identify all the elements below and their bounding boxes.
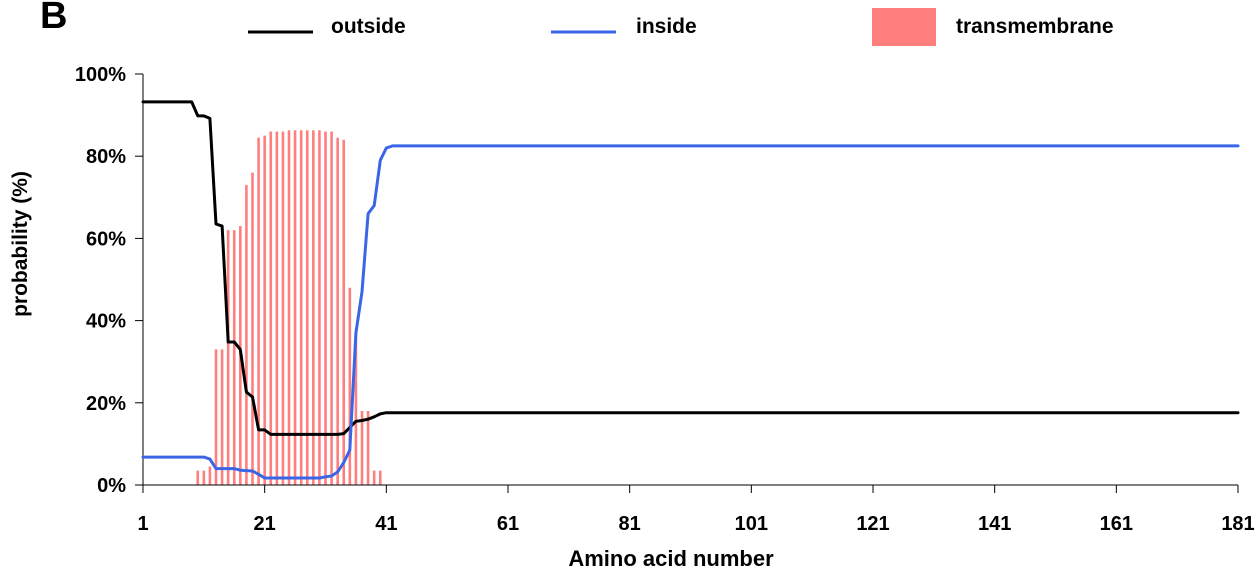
- legend-label-transmembrane: transmembrane: [956, 15, 1114, 38]
- x-tick-label: 101: [735, 513, 768, 535]
- transmembrane-bar: [208, 466, 212, 485]
- transmembrane-bar: [281, 131, 285, 486]
- transmembrane-bar: [324, 131, 327, 486]
- panel-letter: B: [40, 0, 67, 37]
- transmembrane-bar: [287, 130, 291, 485]
- legend-label-outside: outside: [331, 15, 406, 38]
- transmembrane-bar: [312, 130, 315, 485]
- x-tick-label: 21: [254, 513, 276, 535]
- y-axis-label: probability (%): [9, 171, 32, 317]
- transmembrane-bar: [348, 287, 352, 485]
- transmembrane-bar: [378, 470, 382, 485]
- x-tick-label: 41: [375, 513, 397, 535]
- transmembrane-bar: [245, 184, 248, 485]
- transmembrane-bar: [336, 137, 339, 485]
- transmembrane-bar: [226, 230, 230, 485]
- x-tick-label: 61: [497, 513, 519, 535]
- y-tick-label: 40%: [86, 311, 126, 333]
- x-tick-label: 121: [856, 513, 889, 535]
- transmembrane-bar: [269, 131, 273, 486]
- legend-swatch-transmembrane: [872, 8, 936, 46]
- transmembrane-bar: [263, 135, 266, 485]
- x-tick-label: 81: [619, 513, 641, 535]
- legend: outside inside transmembrane: [248, 8, 1114, 46]
- transmembrane-bar: [220, 349, 224, 485]
- transmembrane-bar: [232, 230, 236, 485]
- y-tick-label: 100%: [75, 64, 126, 86]
- transmembrane-bar: [251, 172, 254, 485]
- x-tick-label: 161: [1100, 513, 1133, 535]
- transmembrane-bar: [366, 411, 370, 485]
- transmembrane-bar: [305, 130, 309, 485]
- transmembrane-bar: [318, 130, 321, 485]
- transmembrane-bar: [354, 332, 358, 485]
- transmembrane-bars: [196, 130, 382, 486]
- x-axis-label: Amino acid number: [568, 546, 774, 571]
- y-tick-label: 20%: [86, 393, 126, 415]
- x-tick-label: 141: [978, 513, 1011, 535]
- transmembrane-bar: [293, 130, 297, 485]
- y-tick-label: 60%: [86, 228, 126, 250]
- x-tick-label: 181: [1221, 513, 1254, 535]
- transmembrane-bar: [330, 131, 333, 486]
- y-tick-label: 0%: [97, 475, 126, 497]
- transmembrane-bar: [202, 470, 206, 485]
- transmembrane-bar: [196, 470, 200, 485]
- series-line-outside: [141, 100, 1240, 436]
- series-line-inside: [141, 144, 1240, 480]
- transmembrane-bar: [299, 130, 303, 485]
- transmembrane-bar: [360, 411, 364, 485]
- transmembrane-bar: [214, 349, 218, 485]
- axes: 0%20%40%60%80%100%1 21 41 61 81 101 121 141 161 1…: [75, 64, 1255, 535]
- transmembrane-bar: [275, 131, 279, 486]
- transmembrane-bar: [342, 139, 346, 485]
- transmembrane-bar: [372, 470, 376, 485]
- legend-label-inside: inside: [636, 15, 697, 38]
- series-lines: [141, 100, 1240, 480]
- y-tick-label: 80%: [86, 146, 126, 168]
- x-tick-label: 1: [137, 513, 148, 535]
- transmembrane-bar: [257, 137, 260, 485]
